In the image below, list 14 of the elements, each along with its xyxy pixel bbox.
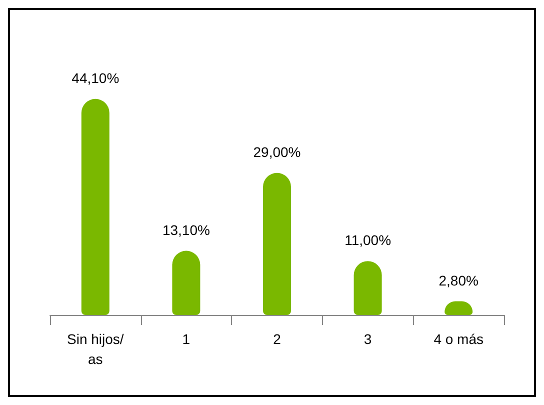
bar — [172, 250, 200, 315]
x-tick-label: 4 o más — [434, 331, 484, 347]
data-label: 44,10% — [72, 70, 120, 86]
data-label: 11,00% — [344, 232, 392, 248]
x-tick-label: 1 — [182, 331, 190, 347]
x-tick-label: 2 — [273, 331, 282, 347]
data-label: 13,10% — [162, 222, 210, 238]
x-tick-label: 3 — [364, 331, 372, 347]
data-label: 29,00% — [253, 144, 301, 160]
x-tick-label: Sin hijos/as — [66, 331, 124, 367]
bar — [354, 261, 382, 315]
bar — [81, 98, 110, 315]
bar — [263, 172, 291, 315]
data-label: 2,80% — [438, 272, 478, 288]
